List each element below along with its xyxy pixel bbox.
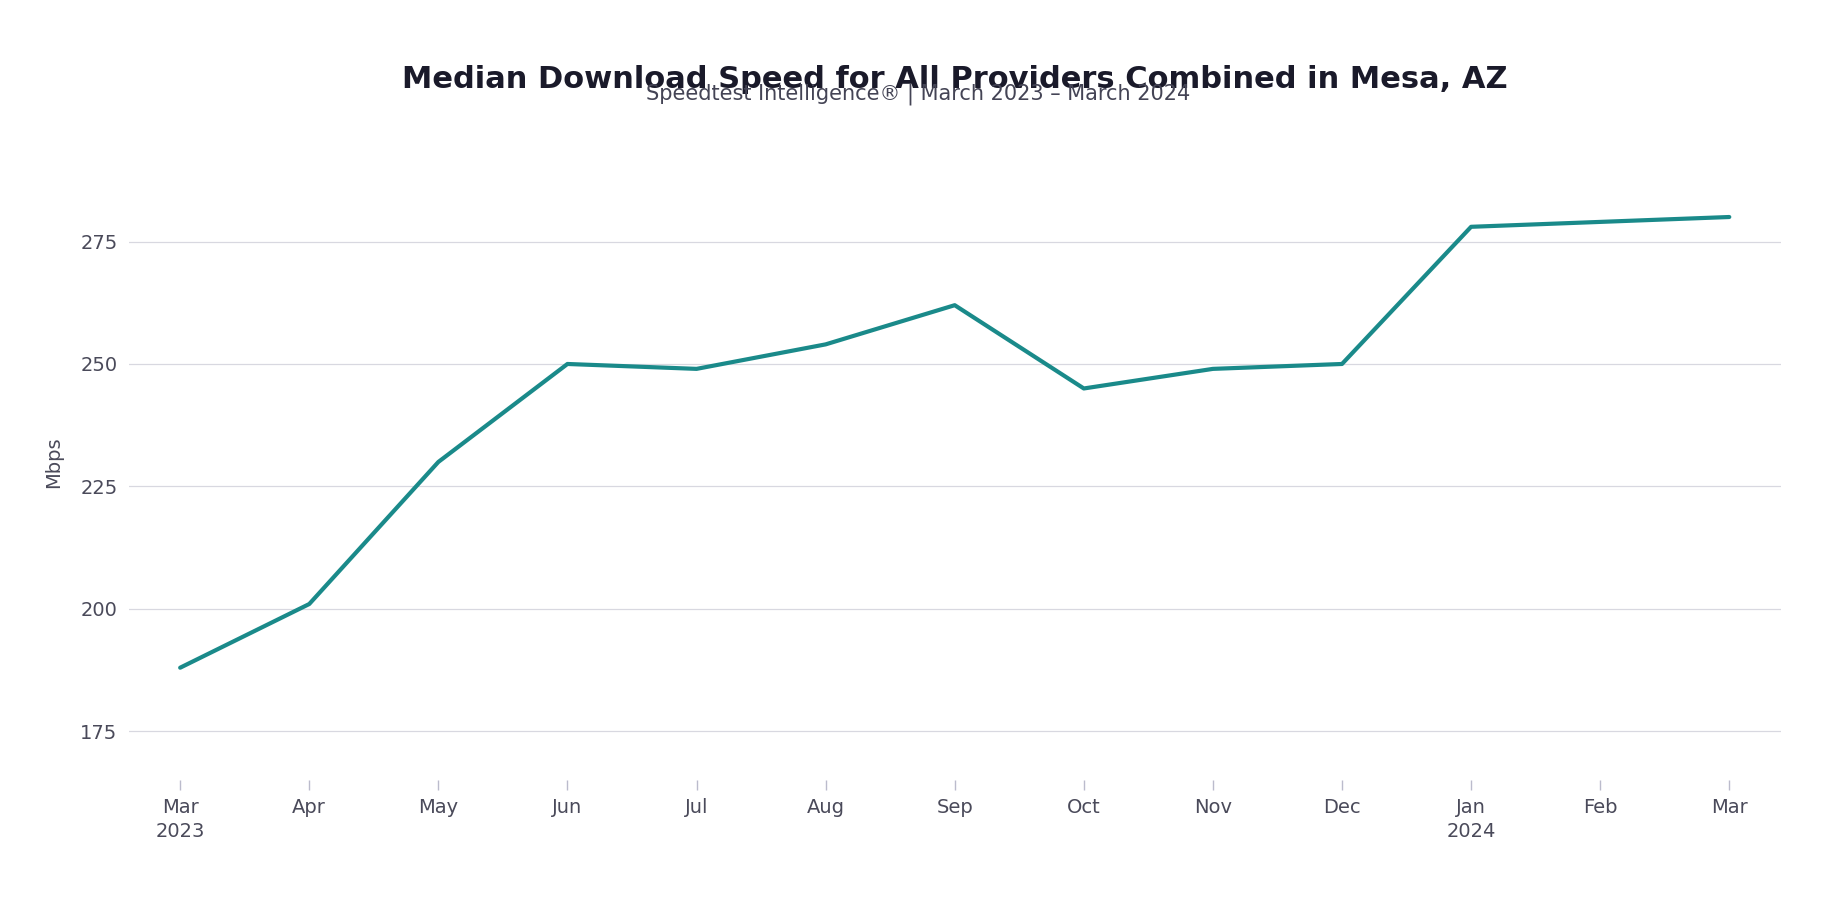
- Y-axis label: Mbps: Mbps: [44, 436, 64, 488]
- Title: Median Download Speed for All Providers Combined in Mesa, AZ: Median Download Speed for All Providers …: [402, 65, 1507, 94]
- Text: Speedtest Intelligence® | March 2023 – March 2024: Speedtest Intelligence® | March 2023 – M…: [646, 83, 1190, 105]
